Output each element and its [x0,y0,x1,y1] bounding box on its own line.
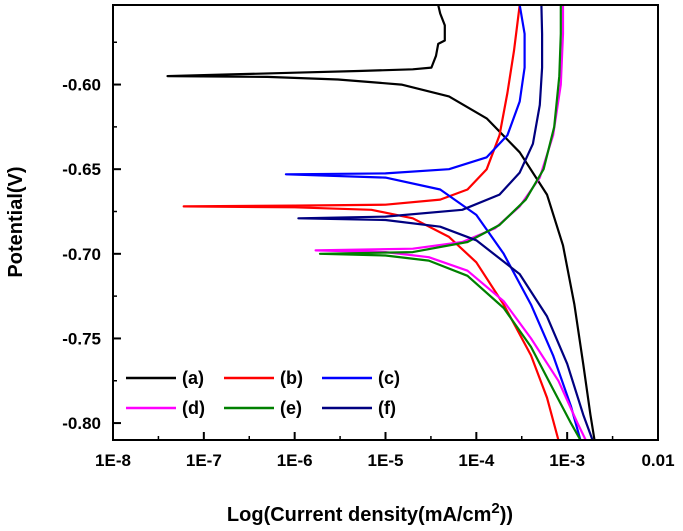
series-line-1 [166,4,596,441]
y-tick-label: -0.80 [62,414,101,433]
legend-label-2: (b) [280,368,303,388]
y-axis: -0.60 -0.65 -0.70 -0.75 -0.80 [62,41,121,433]
series-line-5 [318,5,582,441]
x-tick-label: 1E-6 [277,451,313,470]
y-tick-label: -0.75 [62,329,101,348]
x-tick-label: 1E-7 [186,451,222,470]
series-line-3 [284,4,582,441]
legend-label-5: (e) [280,398,302,418]
legend: (a) (b) (c) (d) (e) (f) [126,368,400,418]
x-axis-title: Log(Current density(mA/cm2)) [227,500,513,526]
series-line-2 [182,4,560,441]
legend-label-1: (a) [182,368,204,388]
y-tick-label: -0.70 [62,245,101,264]
x-tick-label: 1E-4 [458,451,494,470]
y-tick-label: -0.65 [62,160,101,179]
legend-label-4: (d) [182,398,205,418]
legend-label-3: (c) [378,368,400,388]
x-tick-label: 1E-5 [368,451,404,470]
x-axis-title-main: Log(Current density(mA/cm [227,504,491,526]
series-line-6 [297,4,594,441]
x-tick-label: 1E-8 [95,451,131,470]
x-tick-label: 1E-3 [549,451,585,470]
x-axis-title-end: )) [500,504,513,526]
x-axis: 1E-8 1E-7 1E-6 1E-5 1E-4 1E-3 0.01 [95,432,675,470]
legend-label-6: (f) [378,398,396,418]
y-tick-label: -0.60 [62,76,101,95]
y-axis-title: Potential(V) [5,166,27,277]
x-axis-title-superscript: 2 [491,500,499,517]
curves-layer [166,4,596,441]
x-tick-label: 0.01 [641,451,674,470]
